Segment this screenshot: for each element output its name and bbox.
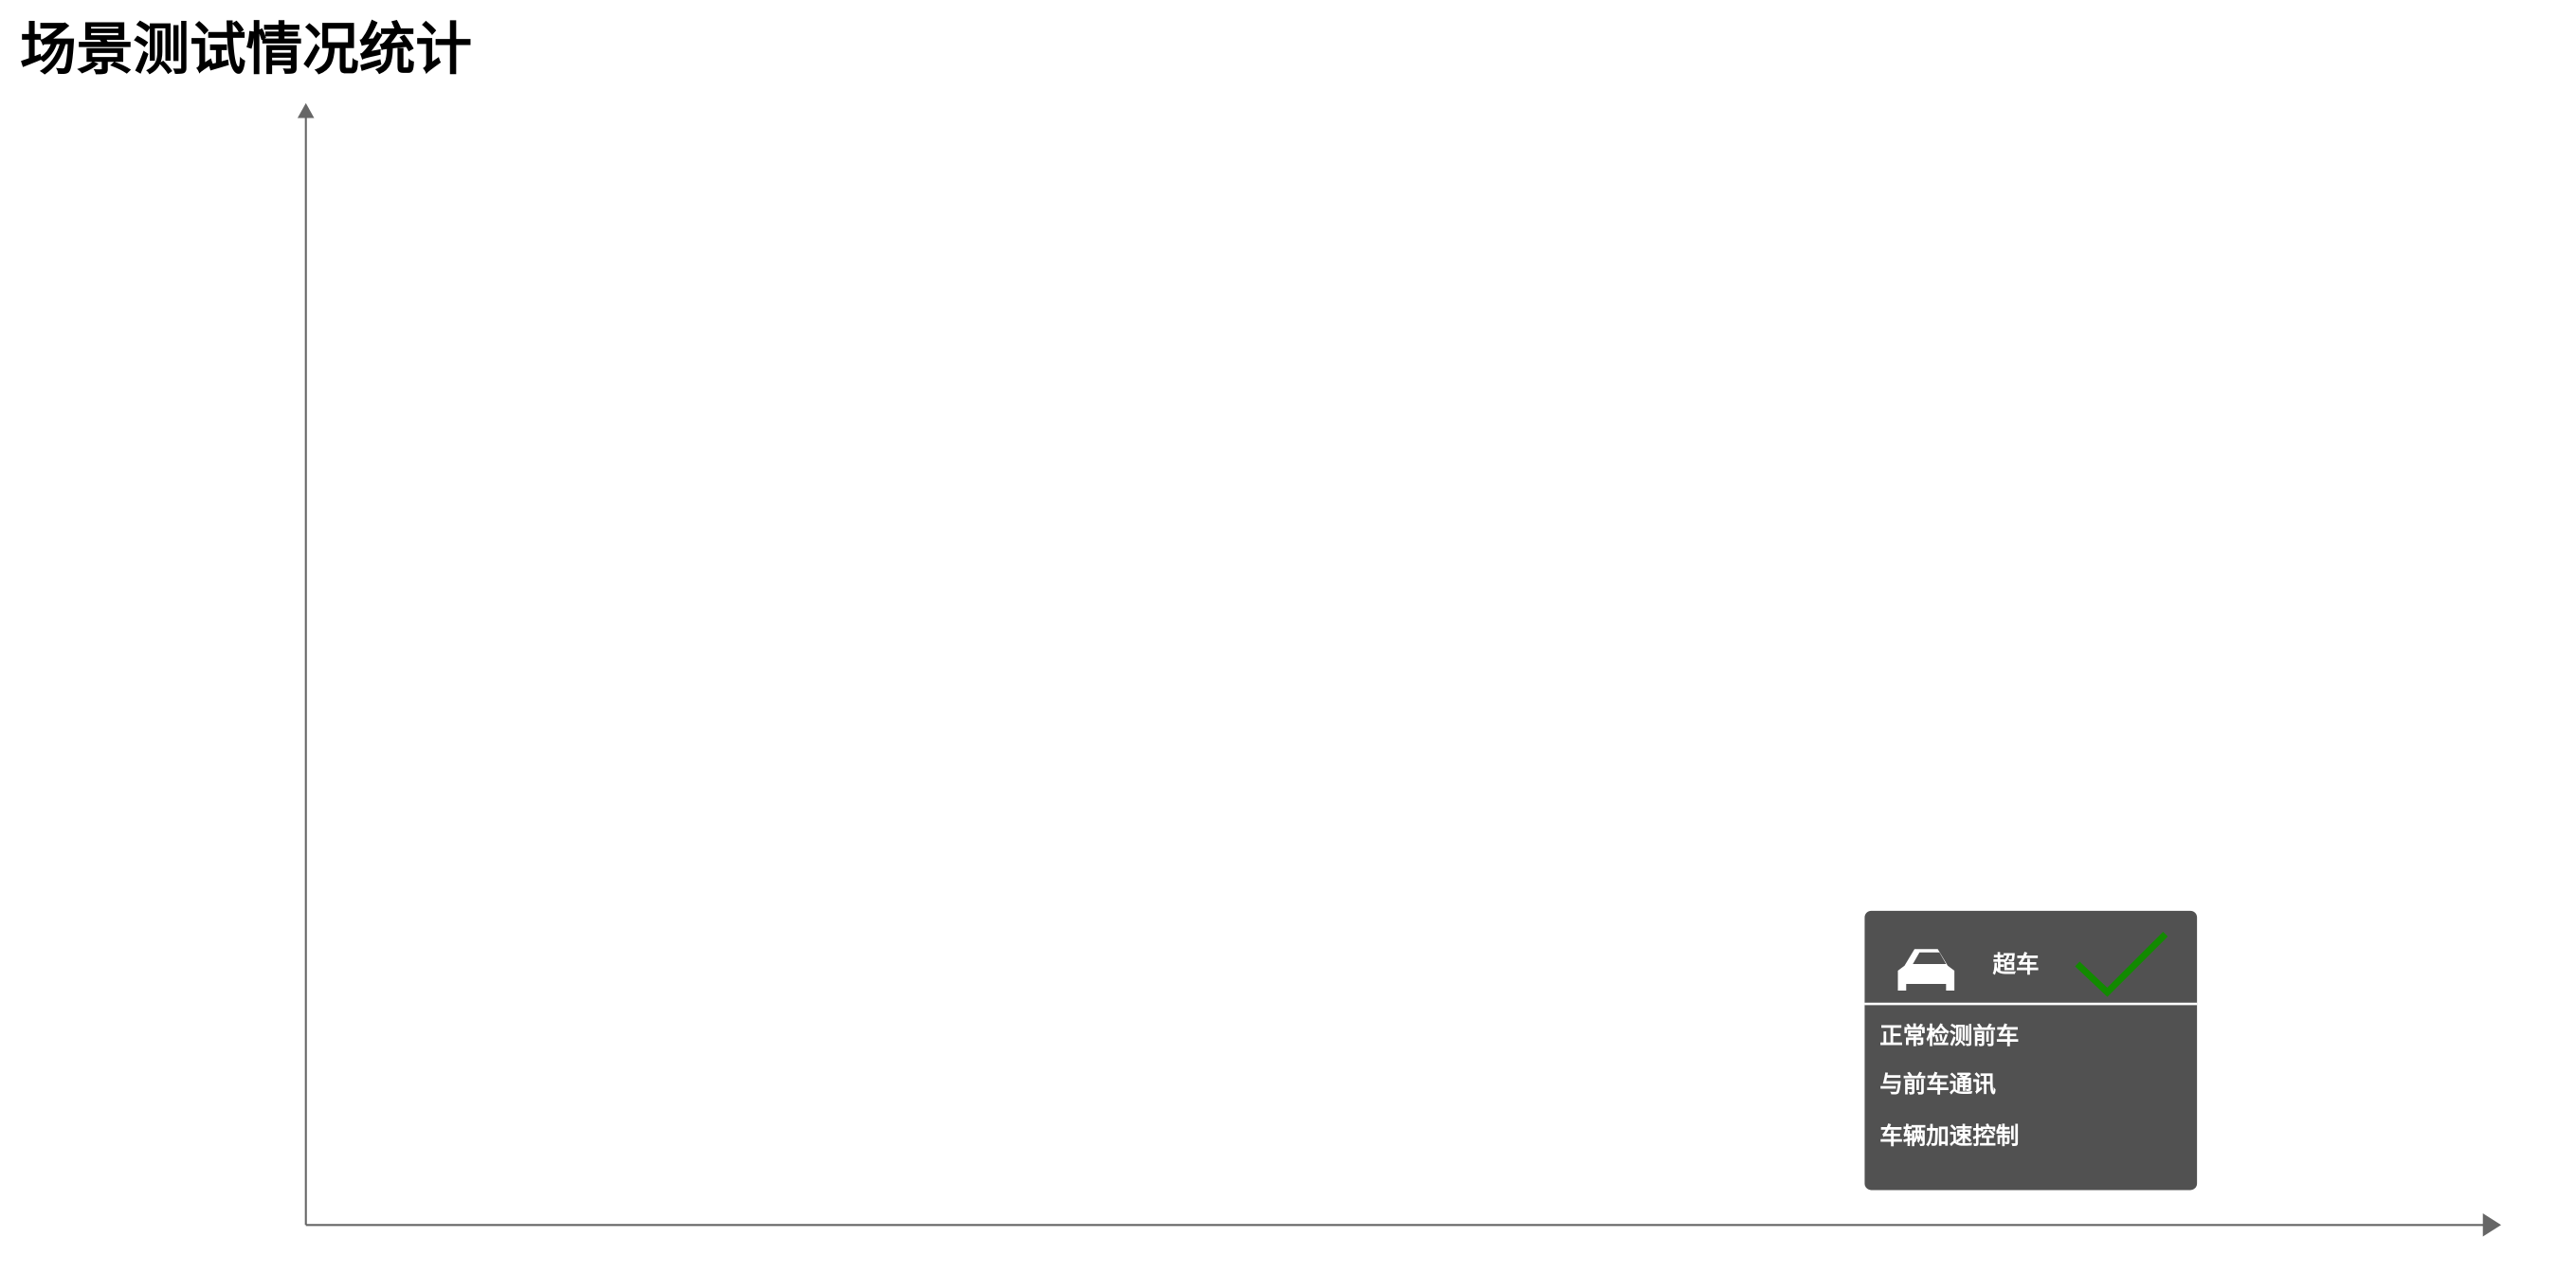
x-axis-arrow — [2482, 1213, 2501, 1237]
tooltip-item: 车辆加速控制 — [1879, 1121, 2019, 1149]
chart-title: 场景测试情况统计 — [20, 18, 472, 83]
tooltip-title: 超车 — [1992, 951, 2039, 978]
tooltip-item: 正常检测前车 — [1879, 1022, 2019, 1049]
axes — [297, 102, 2501, 1237]
check-icon — [2075, 931, 2168, 997]
tooltip: 超车 正常检测前车 与前车通讯 车辆加速控制 — [1864, 910, 2198, 1191]
y-axis-arrow — [297, 102, 315, 118]
car-window — [1913, 952, 1947, 964]
tooltip-item: 与前车通讯 — [1879, 1070, 1996, 1098]
